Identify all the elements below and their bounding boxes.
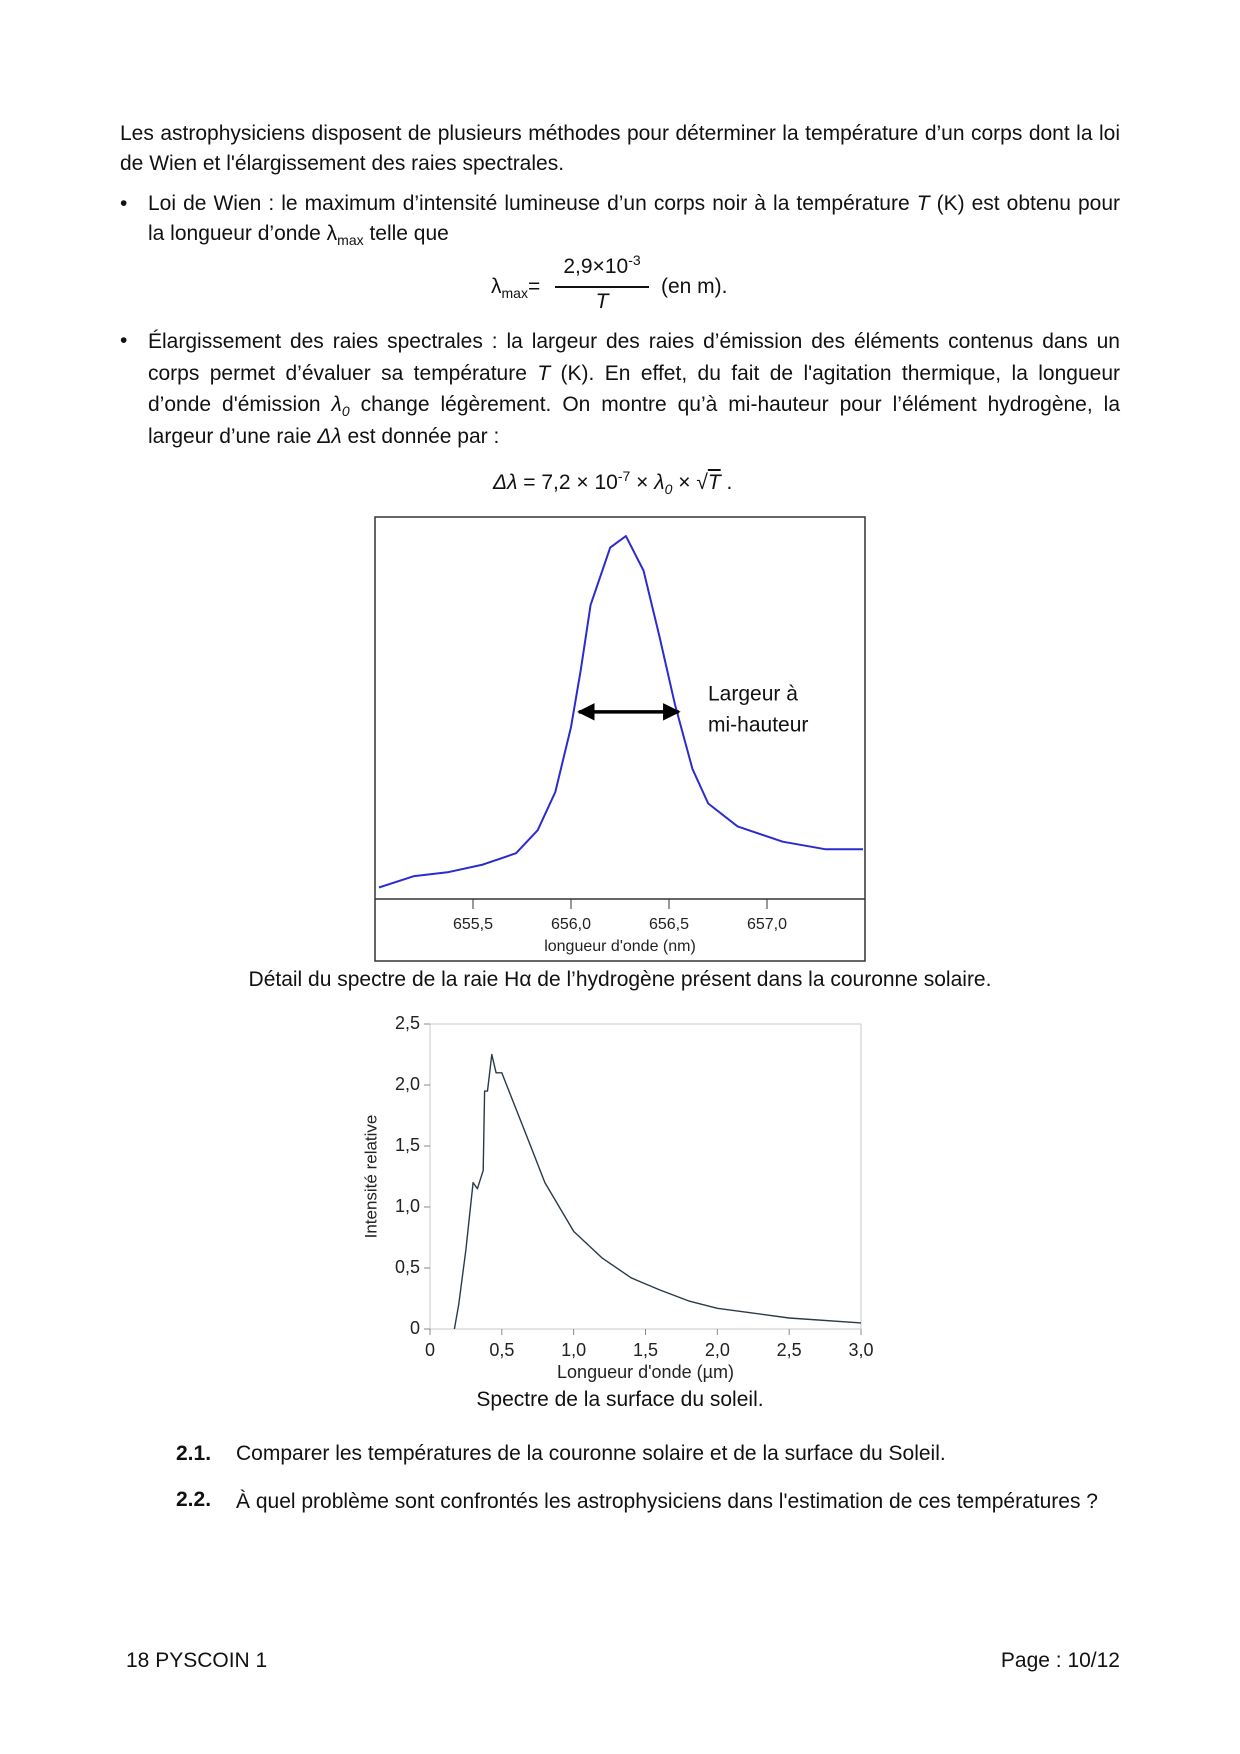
text: change légèrement. On montre qu’à mi-hau… — [148, 393, 1120, 448]
symbol: Δλ — [493, 471, 518, 494]
x-axis-label: Longueur d'onde (µm) — [557, 1362, 734, 1382]
bullet-text: Loi de Wien : le maximum d’intensité lum… — [148, 189, 1120, 249]
text: Loi de Wien : le maximum d’intensité lum… — [148, 192, 917, 215]
bullet-text: Élargissement des raies spectrales : la … — [148, 326, 1120, 452]
spectrum-line — [453, 1053, 862, 1330]
bullet: • — [120, 192, 128, 215]
variable: Δλ — [317, 424, 342, 448]
y-tick-label: 2,5 — [395, 1013, 420, 1033]
subscript: max — [501, 285, 528, 302]
subscript: max — [337, 232, 364, 249]
spectrum-line — [378, 535, 863, 889]
annotation: Largeur à — [708, 683, 798, 706]
x-tick-label: 0,5 — [489, 1340, 514, 1360]
text: est donnée par : — [341, 424, 500, 448]
x-tick-label: 2,5 — [777, 1340, 802, 1360]
text: = 7,2 × 10 — [517, 471, 618, 494]
question-text: Comparer les températures de la couronne… — [236, 1442, 946, 1465]
symbol: λ — [491, 275, 502, 298]
exponent: -7 — [617, 468, 631, 484]
y-tick-label: 0 — [410, 1318, 420, 1338]
footer-right: Page : 10/12 — [1000, 1649, 1120, 1672]
x-tick-label: 656,5 — [649, 916, 689, 933]
text: (K) est obtenu pour la longueur d’onde λ — [148, 192, 1120, 245]
x-tick-label: 2,0 — [705, 1340, 730, 1360]
y-tick-label: 2,0 — [395, 1074, 420, 1094]
x-tick-label: 3,0 — [848, 1340, 873, 1360]
y-axis-label: Intensité relative — [361, 1115, 380, 1239]
y-tick-label: 1,5 — [395, 1135, 420, 1155]
symbol: λ — [654, 471, 665, 494]
intro: Les astrophysiciens disposent de plusieu… — [120, 122, 1120, 175]
equals: = — [527, 275, 541, 298]
text: 2,9×10 — [563, 255, 629, 278]
formula-2: Δλ = 7,2 × 10-7 × λ0 × √T . — [493, 468, 732, 498]
variable: T — [537, 361, 551, 385]
subscript: 0 — [664, 481, 673, 498]
variable: λ — [331, 393, 342, 416]
bullet: • — [120, 329, 128, 352]
fraction-bar — [555, 286, 649, 288]
numerator: 2,9×10-3 — [555, 252, 649, 282]
text: . — [720, 471, 733, 494]
variable: T — [707, 471, 721, 494]
unit: (en m). — [661, 275, 728, 298]
x-tick-label: 1,0 — [561, 1340, 586, 1360]
text: × — [630, 471, 655, 494]
question-number: 2.2. — [176, 1488, 212, 1511]
frame — [374, 516, 866, 962]
x-tick-label: 1,5 — [633, 1340, 658, 1360]
question-number: 2.1. — [176, 1442, 212, 1465]
caption: Détail du spectre de la raie Hα de l’hyd… — [248, 968, 992, 991]
footer-left: 18 PYSCOIN 1 — [126, 1649, 268, 1672]
x-tick-label: 0 — [425, 1340, 435, 1360]
x-tick-label: 656,0 — [551, 916, 591, 933]
text: Élargissement des raies spectrales : la … — [148, 330, 1120, 385]
y-tick-label: 1,0 — [395, 1196, 420, 1216]
question-text: À quel problème sont confrontés les astr… — [236, 1490, 1098, 1513]
annotation: mi-hauteur — [708, 714, 808, 737]
y-tick-label: 0,5 — [395, 1257, 420, 1277]
formula-lhs: λmax= — [491, 272, 540, 302]
denominator: T — [595, 290, 609, 313]
exponent: -3 — [628, 252, 641, 268]
x-axis-label: longueur d'onde (nm) — [544, 938, 696, 955]
text: (K). En effet, du fait de l'agitation th… — [148, 361, 1120, 417]
text: × — [672, 471, 697, 494]
variable: T — [916, 192, 930, 215]
caption: Spectre de la surface du soleil. — [476, 1388, 764, 1411]
x-tick-label: 657,0 — [747, 916, 787, 933]
text: telle que — [363, 222, 449, 245]
root: √ — [696, 471, 708, 494]
subscript: 0 — [341, 403, 350, 420]
x-tick-label: 655,5 — [453, 916, 493, 933]
